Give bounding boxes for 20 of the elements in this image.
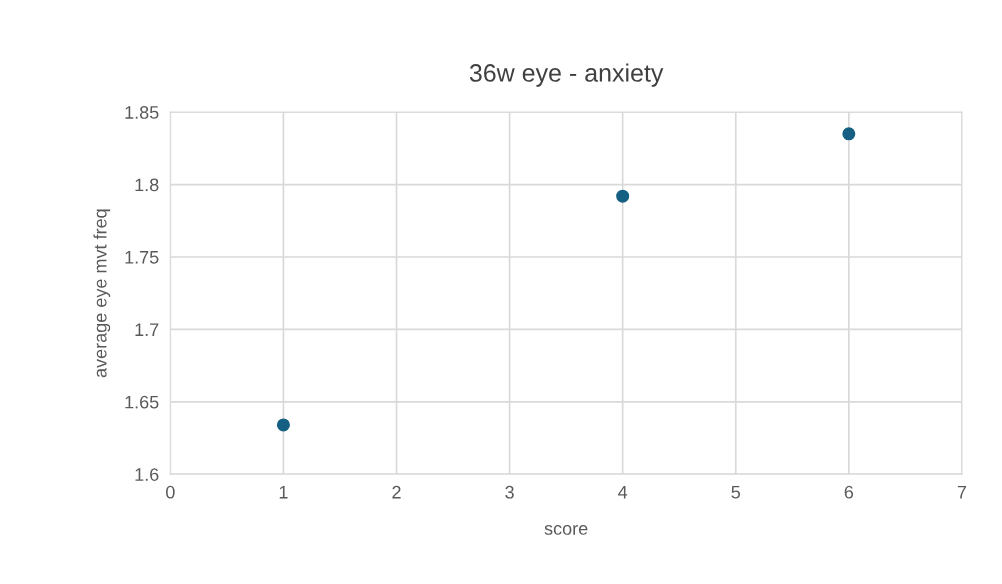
point [276,418,290,432]
y-tick-label: 1.85 [125,106,159,119]
y-tick-label: 1.7 [135,323,159,336]
x-axis-title: score [544,524,588,535]
point [616,189,630,203]
y-tick-label: 1.65 [125,395,159,409]
x-tick-label: 0 [166,485,175,499]
x-tick-label: 4 [618,485,628,499]
x-tick-label: 5 [731,485,741,499]
y-tick-label: 1.6 [135,468,159,481]
x-tick-label: 1 [279,485,288,499]
x-tick-label: 2 [392,485,401,499]
point [842,127,856,141]
x-tick-label: 6 [844,485,854,499]
chart-title: 36w eye - anxiety [469,63,664,87]
y-tick-label: 1.75 [125,251,159,264]
x-tick-label: 3 [505,485,514,499]
y-axis-title: average eye mvt freq [93,209,111,378]
x-tick-label: 7 [957,485,967,499]
y-tick-label: 1.8 [135,178,159,192]
